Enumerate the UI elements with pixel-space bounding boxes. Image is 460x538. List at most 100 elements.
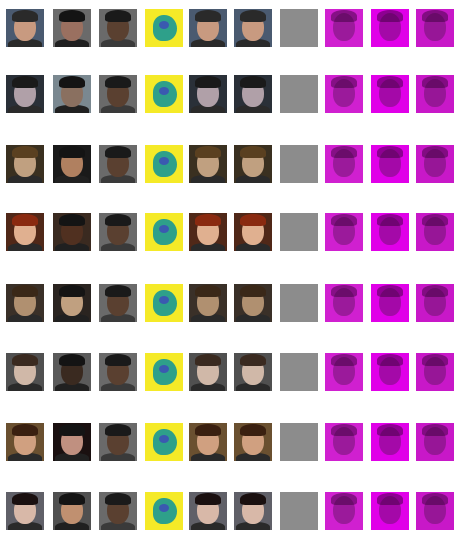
hair (105, 76, 131, 88)
face-tile-r6-c5 (189, 353, 227, 391)
hair (12, 214, 38, 226)
shoulders (191, 383, 225, 391)
hair (195, 285, 221, 297)
face-tile-r7-c5 (189, 423, 227, 461)
hair (422, 76, 448, 88)
face-tile-r4-c4 (145, 213, 183, 251)
mask-blob-inner (159, 157, 169, 165)
face-tile-r7-c7 (280, 423, 318, 461)
hair (422, 10, 448, 22)
hair (377, 10, 403, 22)
hair (422, 146, 448, 158)
hair (240, 285, 266, 297)
face-tile-r6-c4 (145, 353, 183, 391)
face-tile-r2-c9 (371, 75, 409, 113)
mask-blob-inner (159, 225, 169, 233)
mask-blob-inner (159, 435, 169, 443)
face-tile-r4-c5 (189, 213, 227, 251)
face-tile-r4-c7 (280, 213, 318, 251)
hair (422, 493, 448, 505)
face-tile-r7-c3 (99, 423, 137, 461)
hair (105, 493, 131, 505)
shoulders (236, 105, 270, 113)
shoulders (191, 105, 225, 113)
hair (195, 146, 221, 158)
hair (59, 493, 85, 505)
shoulders (101, 243, 135, 251)
hair (12, 76, 38, 88)
hair (240, 354, 266, 366)
shoulders (191, 522, 225, 530)
face-tile-r5-c4 (145, 284, 183, 322)
hair (195, 10, 221, 22)
face-tile-r5-c9 (371, 284, 409, 322)
shoulders (8, 39, 42, 47)
face-tile-r3-c7 (280, 145, 318, 183)
face-tile-r2-c3 (99, 75, 137, 113)
shoulders (8, 522, 42, 530)
hair (240, 10, 266, 22)
face-tile-r6-c10 (416, 353, 454, 391)
face-tile-r7-c1 (6, 423, 44, 461)
shoulders (8, 243, 42, 251)
face-tile-r2-c6 (234, 75, 272, 113)
hair (12, 10, 38, 22)
face-tile-r4-c2 (53, 213, 91, 251)
hair (240, 424, 266, 436)
shoulders (236, 383, 270, 391)
shoulders (8, 453, 42, 461)
face-tile-r7-c6 (234, 423, 272, 461)
face-tile-r3-c1 (6, 145, 44, 183)
hair (377, 146, 403, 158)
face-tile-r7-c10 (416, 423, 454, 461)
face-tile-r6-c9 (371, 353, 409, 391)
face-tile-r5-c3 (99, 284, 137, 322)
shoulders (55, 522, 89, 530)
face-tile-r1-c1 (6, 9, 44, 47)
face-tile-r7-c4 (145, 423, 183, 461)
face-tile-r6-c8 (325, 353, 363, 391)
face-tile-r3-c3 (99, 145, 137, 183)
face-tile-r5-c2 (53, 284, 91, 322)
face-tile-r2-c5 (189, 75, 227, 113)
face-tile-r4-c6 (234, 213, 272, 251)
shoulders (101, 39, 135, 47)
face-tile-r1-c5 (189, 9, 227, 47)
hair (377, 354, 403, 366)
face-tile-r8-c10 (416, 492, 454, 530)
face-tile-r3-c6 (234, 145, 272, 183)
hair (105, 424, 131, 436)
shoulders (101, 522, 135, 530)
face-tile-r4-c8 (325, 213, 363, 251)
shoulders (55, 453, 89, 461)
shoulders (236, 314, 270, 322)
shoulders (236, 522, 270, 530)
hair (12, 493, 38, 505)
shoulders (55, 105, 89, 113)
face-tile-r4-c9 (371, 213, 409, 251)
face-tile-r8-c2 (53, 492, 91, 530)
mask-blob-inner (159, 365, 169, 373)
shoulders (55, 39, 89, 47)
face-tile-r5-c1 (6, 284, 44, 322)
shoulders (191, 39, 225, 47)
hair (195, 493, 221, 505)
face-tile-r7-c2 (53, 423, 91, 461)
hair (12, 146, 38, 158)
face-tile-r3-c4 (145, 145, 183, 183)
shoulders (191, 314, 225, 322)
hair (195, 76, 221, 88)
face-tile-r6-c3 (99, 353, 137, 391)
hair (331, 354, 357, 366)
face-tile-r8-c6 (234, 492, 272, 530)
hair (240, 146, 266, 158)
hair (12, 424, 38, 436)
face-tile-r4-c3 (99, 213, 137, 251)
hair (240, 214, 266, 226)
shoulders (101, 453, 135, 461)
face-tile-r2-c2 (53, 75, 91, 113)
shoulders (191, 243, 225, 251)
hair (59, 285, 85, 297)
hair (195, 424, 221, 436)
